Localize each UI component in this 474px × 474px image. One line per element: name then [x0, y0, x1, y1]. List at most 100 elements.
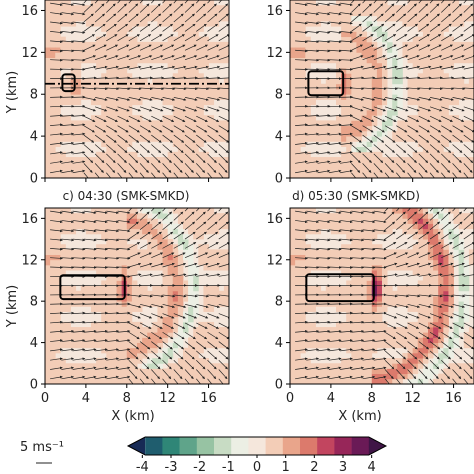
- field-cell: [438, 290, 444, 297]
- field-cell: [167, 52, 174, 58]
- wind-vector: [452, 0, 456, 4]
- wind-vector: [384, 125, 397, 133]
- field-cell: [65, 213, 71, 219]
- field-cell: [458, 10, 465, 17]
- wind-vector: [61, 49, 75, 53]
- wind-vector: [184, 106, 198, 112]
- field-cell: [162, 327, 169, 333]
- field-cell: [376, 254, 383, 261]
- field-cell: [341, 109, 347, 116]
- field-cell: [366, 120, 373, 127]
- field-cell: [85, 15, 92, 22]
- x-tick-label: 16: [200, 391, 217, 406]
- field-cell: [315, 259, 322, 266]
- field-cell: [75, 78, 82, 85]
- field-cell: [75, 342, 82, 349]
- field-cell: [346, 290, 352, 297]
- wind-vector: [83, 3, 94, 13]
- field-cell: [172, 109, 179, 116]
- field-cell: [433, 151, 439, 158]
- wind-vector: [173, 331, 185, 340]
- field-cell: [208, 228, 215, 235]
- wind-vector: [117, 329, 131, 333]
- field-cell: [152, 172, 158, 178]
- field-cell: [131, 301, 138, 307]
- field-cell: [60, 36, 66, 43]
- field-cell: [137, 0, 143, 6]
- field-cell: [111, 363, 117, 369]
- field-cell: [366, 10, 373, 17]
- field-cell: [172, 301, 179, 307]
- field-cell: [366, 26, 373, 32]
- field-cell: [433, 109, 439, 116]
- field-cell: [346, 5, 352, 11]
- field-cell: [392, 57, 398, 64]
- field-cell: [448, 10, 454, 17]
- field-cell: [356, 316, 362, 323]
- field-cell: [453, 0, 460, 6]
- field-cell: [183, 73, 189, 79]
- field-cell: [300, 99, 306, 106]
- field-cell: [157, 244, 163, 250]
- field-cell: [387, 218, 393, 224]
- field-cell: [157, 352, 163, 359]
- field-cell: [208, 249, 215, 255]
- field-cell: [183, 296, 189, 302]
- field-cell: [55, 15, 61, 22]
- field-cell: [412, 62, 419, 69]
- field-cell: [218, 342, 225, 349]
- field-cell: [407, 78, 414, 85]
- field-cell: [172, 130, 179, 137]
- wind-vector: [173, 252, 186, 259]
- field-cell: [315, 213, 322, 219]
- field-cell: [213, 259, 220, 266]
- field-cell: [198, 52, 204, 58]
- wind-vector: [162, 106, 175, 112]
- field-cell: [177, 218, 184, 224]
- field-cell: [147, 10, 153, 17]
- field-cell: [152, 264, 158, 271]
- x-tick-label: 8: [123, 391, 131, 406]
- field-cell: [315, 5, 322, 11]
- wind-vector: [95, 357, 108, 361]
- field-cell: [295, 120, 301, 127]
- field-cell: [382, 296, 388, 302]
- field-cell: [208, 213, 215, 219]
- field-cell: [310, 285, 316, 292]
- field-cell: [443, 167, 449, 174]
- field-cell: [213, 57, 220, 64]
- field-cell: [177, 208, 184, 214]
- field-cell: [75, 62, 82, 69]
- field-cell: [361, 78, 368, 85]
- field-cell: [198, 141, 204, 147]
- field-cell: [376, 52, 383, 58]
- field-cell: [45, 264, 51, 271]
- field-cell: [126, 244, 133, 250]
- wind-vector: [117, 125, 129, 133]
- field-cell: [111, 57, 117, 64]
- field-cell: [417, 141, 424, 147]
- field-cell: [361, 73, 368, 79]
- wind-vector: [373, 134, 385, 143]
- field-cell: [111, 280, 117, 287]
- field-cell: [177, 89, 184, 95]
- field-cell: [172, 120, 179, 127]
- field-cell: [305, 47, 311, 53]
- field-cell: [116, 15, 123, 22]
- field-cell: [188, 57, 194, 64]
- field-cell: [137, 89, 143, 95]
- field-cell: [137, 233, 143, 240]
- field-cell: [325, 213, 332, 219]
- wind-vector: [196, 153, 206, 163]
- field-cell: [75, 73, 82, 79]
- field-cell: [361, 47, 368, 53]
- field-cell: [300, 332, 306, 338]
- wind-vector: [452, 87, 466, 91]
- field-cell: [407, 296, 414, 302]
- field-cell: [177, 20, 184, 27]
- field-cell: [101, 249, 107, 255]
- field-cell: [167, 136, 174, 142]
- field-cell: [157, 130, 163, 137]
- field-cell: [290, 275, 296, 281]
